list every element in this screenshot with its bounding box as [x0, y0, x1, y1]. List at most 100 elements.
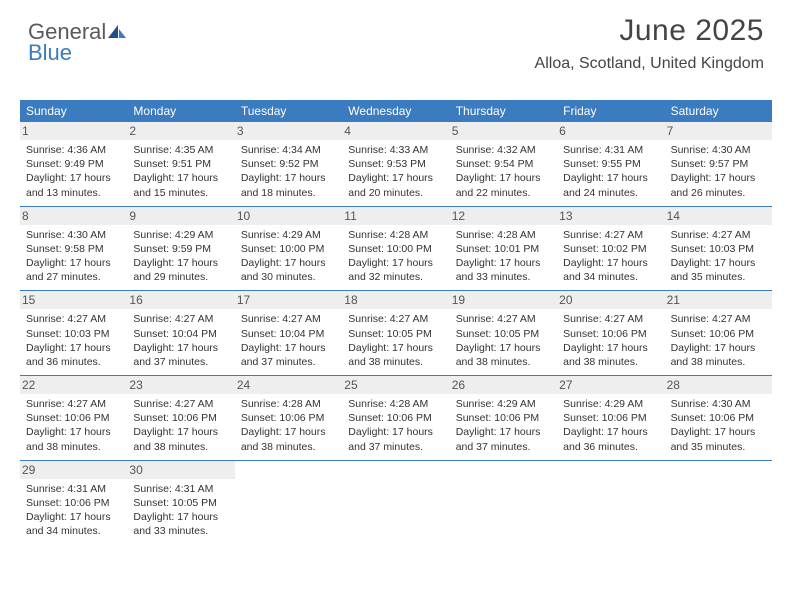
day-sunrise: Sunrise: 4:27 AM — [671, 312, 768, 326]
day-d1: Daylight: 17 hours — [671, 425, 768, 439]
day-number: 7 — [665, 122, 772, 140]
day-header-row: Sunday Monday Tuesday Wednesday Thursday… — [20, 101, 772, 122]
day-sunset: Sunset: 10:06 PM — [671, 411, 768, 425]
day-cell-empty — [235, 461, 342, 545]
day-d1: Daylight: 17 hours — [26, 425, 123, 439]
day-d2: and 38 minutes. — [456, 355, 553, 369]
day-sunset: Sunset: 10:06 PM — [563, 327, 660, 341]
day-sunrise: Sunrise: 4:27 AM — [133, 312, 230, 326]
day-sunset: Sunset: 10:03 PM — [671, 242, 768, 256]
day-number: 27 — [557, 376, 664, 394]
day-d1: Daylight: 17 hours — [563, 425, 660, 439]
week-row: 22Sunrise: 4:27 AMSunset: 10:06 PMDaylig… — [20, 375, 772, 460]
day-d2: and 18 minutes. — [241, 186, 338, 200]
day-cell: 26Sunrise: 4:29 AMSunset: 10:06 PMDaylig… — [450, 376, 557, 460]
day-cell: 18Sunrise: 4:27 AMSunset: 10:05 PMDaylig… — [342, 291, 449, 375]
day-d1: Daylight: 17 hours — [348, 341, 445, 355]
day-d1: Daylight: 17 hours — [26, 510, 123, 524]
day-header-sunday: Sunday — [20, 101, 127, 122]
day-number: 20 — [557, 291, 664, 309]
day-sunset: Sunset: 10:04 PM — [133, 327, 230, 341]
location-text: Alloa, Scotland, United Kingdom — [535, 55, 764, 73]
day-sunset: Sunset: 9:53 PM — [348, 157, 445, 171]
day-d2: and 38 minutes. — [133, 440, 230, 454]
day-d1: Daylight: 17 hours — [241, 171, 338, 185]
day-number: 4 — [342, 122, 449, 140]
day-d1: Daylight: 17 hours — [241, 256, 338, 270]
day-cell: 24Sunrise: 4:28 AMSunset: 10:06 PMDaylig… — [235, 376, 342, 460]
day-sunset: Sunset: 10:02 PM — [563, 242, 660, 256]
week-row: 15Sunrise: 4:27 AMSunset: 10:03 PMDaylig… — [20, 290, 772, 375]
day-cell: 22Sunrise: 4:27 AMSunset: 10:06 PMDaylig… — [20, 376, 127, 460]
day-d2: and 26 minutes. — [671, 186, 768, 200]
day-cell: 17Sunrise: 4:27 AMSunset: 10:04 PMDaylig… — [235, 291, 342, 375]
day-cell: 29Sunrise: 4:31 AMSunset: 10:06 PMDaylig… — [20, 461, 127, 545]
day-d1: Daylight: 17 hours — [671, 256, 768, 270]
day-sunrise: Sunrise: 4:27 AM — [133, 397, 230, 411]
day-sunset: Sunset: 10:06 PM — [133, 411, 230, 425]
day-cell: 9Sunrise: 4:29 AMSunset: 9:59 PMDaylight… — [127, 207, 234, 291]
day-number: 12 — [450, 207, 557, 225]
day-sunrise: Sunrise: 4:32 AM — [456, 143, 553, 157]
day-sunset: Sunset: 10:00 PM — [241, 242, 338, 256]
day-number: 2 — [127, 122, 234, 140]
day-sunrise: Sunrise: 4:27 AM — [563, 312, 660, 326]
day-d2: and 13 minutes. — [26, 186, 123, 200]
day-d2: and 30 minutes. — [241, 270, 338, 284]
day-d1: Daylight: 17 hours — [26, 256, 123, 270]
day-sunset: Sunset: 10:05 PM — [133, 496, 230, 510]
logo: General Blue — [28, 22, 126, 64]
day-sunrise: Sunrise: 4:31 AM — [26, 482, 123, 496]
day-d2: and 33 minutes. — [133, 524, 230, 538]
weeks-container: 1Sunrise: 4:36 AMSunset: 9:49 PMDaylight… — [20, 122, 772, 544]
day-d2: and 34 minutes. — [26, 524, 123, 538]
day-cell: 30Sunrise: 4:31 AMSunset: 10:05 PMDaylig… — [127, 461, 234, 545]
day-sunrise: Sunrise: 4:30 AM — [671, 143, 768, 157]
day-number: 13 — [557, 207, 664, 225]
day-d2: and 24 minutes. — [563, 186, 660, 200]
logo-sail-icon — [108, 22, 126, 43]
day-cell: 25 Sunrise: 4:28 AMSunset: 10:06 PMDaylig… — [342, 376, 449, 460]
day-number: 24 — [235, 376, 342, 394]
day-sunrise: Sunrise: 4:27 AM — [26, 312, 123, 326]
day-cell: 3Sunrise: 4:34 AMSunset: 9:52 PMDaylight… — [235, 122, 342, 206]
day-number: 23 — [127, 376, 234, 394]
day-cell: 15Sunrise: 4:27 AMSunset: 10:03 PMDaylig… — [20, 291, 127, 375]
day-d2: and 38 minutes. — [26, 440, 123, 454]
day-sunset: Sunset: 9:54 PM — [456, 157, 553, 171]
day-number: 29 — [20, 461, 127, 479]
page-title: June 2025 — [619, 14, 764, 48]
day-sunset: Sunset: 9:58 PM — [26, 242, 123, 256]
day-sunset: Sunset: 9:55 PM — [563, 157, 660, 171]
day-d2: and 27 minutes. — [26, 270, 123, 284]
day-d2: and 34 minutes. — [563, 270, 660, 284]
day-cell: 12Sunrise: 4:28 AMSunset: 10:01 PMDaylig… — [450, 207, 557, 291]
day-sunset: Sunset: 9:57 PM — [671, 157, 768, 171]
day-d2: and 38 minutes. — [563, 355, 660, 369]
day-d1: Daylight: 17 hours — [348, 425, 445, 439]
day-cell: 16Sunrise: 4:27 AMSunset: 10:04 PMDaylig… — [127, 291, 234, 375]
day-sunrise: Sunrise: 4:35 AM — [133, 143, 230, 157]
day-sunrise: Sunrise: 4:30 AM — [26, 228, 123, 242]
day-cell: 7Sunrise: 4:30 AMSunset: 9:57 PMDaylight… — [665, 122, 772, 206]
day-d1: Daylight: 17 hours — [133, 425, 230, 439]
day-cell: 13Sunrise: 4:27 AMSunset: 10:02 PMDaylig… — [557, 207, 664, 291]
week-row: 8Sunrise: 4:30 AMSunset: 9:58 PMDaylight… — [20, 206, 772, 291]
day-sunrise: Sunrise: 4:28 AM — [348, 228, 445, 242]
day-number: 25 — [342, 376, 449, 394]
day-d1: Daylight: 17 hours — [133, 256, 230, 270]
day-sunrise: Sunrise: 4:36 AM — [26, 143, 123, 157]
day-cell: 1Sunrise: 4:36 AMSunset: 9:49 PMDaylight… — [20, 122, 127, 206]
day-header-friday: Friday — [557, 101, 664, 122]
day-d2: and 33 minutes. — [456, 270, 553, 284]
day-sunrise: Sunrise: 4:31 AM — [133, 482, 230, 496]
day-d2: and 36 minutes. — [26, 355, 123, 369]
day-sunset: Sunset: 10:06 PM — [348, 411, 445, 425]
day-number: 6 — [557, 122, 664, 140]
day-number: 26 — [450, 376, 557, 394]
day-sunrise: Sunrise: 4:28 AM — [348, 397, 445, 411]
day-sunset: Sunset: 10:03 PM — [26, 327, 123, 341]
day-number: 9 — [127, 207, 234, 225]
day-number: 30 — [127, 461, 234, 479]
day-cell: 4Sunrise: 4:33 AMSunset: 9:53 PMDaylight… — [342, 122, 449, 206]
